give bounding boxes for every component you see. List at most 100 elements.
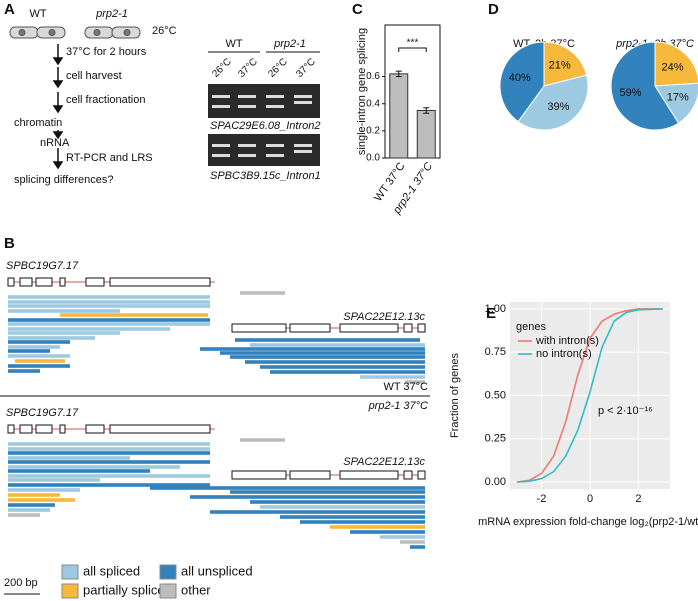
value-label: 39% bbox=[547, 101, 569, 113]
read bbox=[8, 364, 70, 368]
read bbox=[270, 370, 425, 374]
read bbox=[8, 498, 75, 502]
panel-label: D bbox=[488, 1, 499, 18]
reads bbox=[8, 291, 425, 549]
lane-label: 37°C bbox=[294, 56, 318, 80]
exon bbox=[85, 424, 105, 434]
read bbox=[8, 295, 210, 299]
read bbox=[8, 369, 40, 373]
legend-label: no intron(s) bbox=[536, 348, 592, 360]
lane-label: 26°C bbox=[266, 56, 290, 80]
pie-slice bbox=[499, 41, 545, 123]
read bbox=[8, 478, 100, 482]
pie-slice bbox=[543, 41, 588, 87]
read bbox=[8, 488, 80, 492]
x-tick-label: -2 bbox=[537, 493, 547, 505]
x-tick-label: 0 bbox=[587, 493, 593, 505]
value-label: 21% bbox=[549, 60, 571, 72]
panel-label: C bbox=[352, 1, 363, 18]
exon bbox=[109, 424, 211, 434]
pie-slice bbox=[654, 41, 698, 87]
read bbox=[8, 340, 70, 344]
gene-name: SPAC22E12.13c bbox=[343, 456, 425, 468]
step: cell harvest bbox=[66, 70, 122, 82]
gene-name: SPAC22E12.13c bbox=[343, 311, 425, 323]
y-tick-label: 1.00 bbox=[485, 303, 506, 315]
exon bbox=[339, 323, 399, 333]
y-tick-label: 0.2 bbox=[366, 125, 380, 136]
x-axis-label: mRNA expression fold-change log₂(prp2-1/… bbox=[478, 516, 698, 528]
gene-models bbox=[7, 277, 426, 480]
read bbox=[220, 351, 425, 355]
read bbox=[8, 483, 210, 487]
condition: WT 37°C bbox=[383, 381, 428, 393]
y-tick-label: 0.6 bbox=[366, 71, 380, 82]
read bbox=[210, 510, 425, 514]
significance: *** bbox=[407, 38, 419, 49]
read bbox=[8, 331, 120, 335]
y-tick-label: 0.4 bbox=[366, 98, 380, 109]
read bbox=[230, 355, 425, 359]
gel-group: WT bbox=[225, 38, 242, 50]
method: RT-PCR and LRS bbox=[66, 152, 153, 164]
legend-title: genes bbox=[516, 321, 546, 333]
exon bbox=[7, 277, 15, 287]
intron-label: SPBC3B9.15c_Intron1 bbox=[210, 170, 321, 182]
y-tick-label: 0.0 bbox=[366, 153, 380, 164]
read bbox=[8, 322, 210, 326]
y-axis-label: Fraction of genes bbox=[449, 353, 461, 438]
read bbox=[8, 447, 210, 451]
x-tick-label: 2 bbox=[635, 493, 641, 505]
read bbox=[8, 474, 210, 478]
gene-name: SPBC19G7.17 bbox=[6, 407, 79, 419]
read bbox=[8, 304, 210, 308]
read bbox=[245, 360, 425, 364]
exon bbox=[339, 470, 399, 480]
read bbox=[8, 469, 150, 473]
legend-label: all spliced bbox=[83, 563, 140, 578]
read bbox=[8, 354, 70, 358]
read bbox=[8, 300, 210, 304]
read bbox=[8, 309, 120, 313]
read bbox=[235, 338, 420, 342]
pie-slice bbox=[654, 82, 698, 124]
read bbox=[280, 515, 425, 519]
read bbox=[8, 451, 210, 455]
fraction: chromatin bbox=[14, 117, 62, 129]
read bbox=[8, 318, 210, 322]
read bbox=[380, 535, 425, 539]
legend-swatch bbox=[61, 564, 79, 580]
y-tick-label: 0.50 bbox=[485, 389, 506, 401]
y-tick-label: 0.00 bbox=[485, 476, 506, 488]
legend-label: with intron(s) bbox=[535, 335, 599, 347]
read bbox=[8, 508, 50, 512]
read bbox=[300, 520, 425, 524]
lane-label: 37°C bbox=[236, 56, 260, 80]
value-label: 59% bbox=[619, 87, 641, 99]
read bbox=[8, 460, 210, 464]
y-axis-label: single-intron gene splicing bbox=[356, 28, 368, 155]
lane-label: 26°C bbox=[210, 56, 234, 80]
temperature: 26°C bbox=[152, 25, 177, 37]
read bbox=[250, 500, 425, 504]
read bbox=[8, 513, 40, 517]
read bbox=[8, 327, 170, 331]
exon bbox=[7, 424, 15, 434]
panel-label: A bbox=[4, 1, 15, 18]
read bbox=[350, 530, 425, 534]
exon bbox=[59, 277, 66, 287]
read bbox=[8, 345, 60, 349]
read bbox=[8, 456, 130, 460]
pie-slice bbox=[517, 74, 589, 131]
step: cell fractionation bbox=[66, 94, 146, 106]
read bbox=[8, 349, 50, 353]
read bbox=[8, 442, 210, 446]
y-tick-label: 0.75 bbox=[485, 346, 506, 358]
bar bbox=[416, 110, 436, 159]
plot-frame bbox=[384, 24, 441, 159]
pie-slice bbox=[610, 41, 680, 131]
exon bbox=[19, 277, 33, 287]
bar bbox=[389, 73, 409, 159]
legend-label: other bbox=[181, 582, 211, 597]
arrows bbox=[52, 44, 64, 170]
